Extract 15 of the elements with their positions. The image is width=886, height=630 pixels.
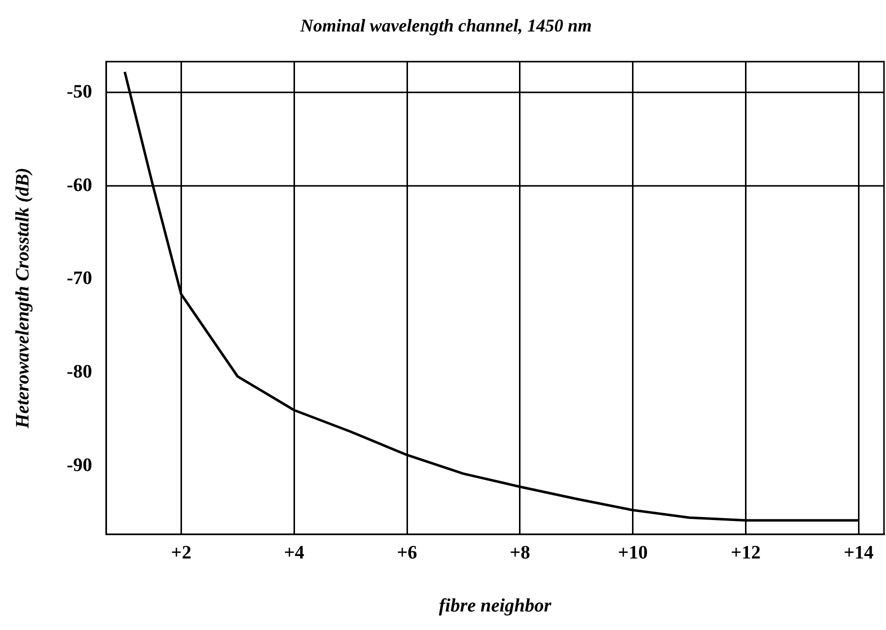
y-tick-label: -60 (66, 174, 92, 196)
x-tick-label: +12 (730, 542, 761, 564)
x-tick-label: +8 (510, 542, 530, 564)
x-tick-label: +2 (171, 542, 192, 564)
y-axis-title: Heterowavelength Crosstalk (dB) (12, 168, 34, 430)
x-tick-label: +4 (284, 542, 305, 564)
y-tick-label: -90 (66, 455, 92, 476)
x-tick-label: +10 (618, 542, 648, 564)
y-tick-label: -50 (66, 81, 92, 102)
y-tick-label: -70 (66, 268, 92, 290)
x-tick-label: +14 (844, 542, 874, 564)
x-axis-title: fibre neighbor (438, 596, 552, 617)
x-tick-label: +6 (396, 542, 418, 564)
y-tick-label: -80 (66, 362, 92, 383)
chart-title: Nominal wavelength channel, 1450 nm (299, 15, 592, 36)
